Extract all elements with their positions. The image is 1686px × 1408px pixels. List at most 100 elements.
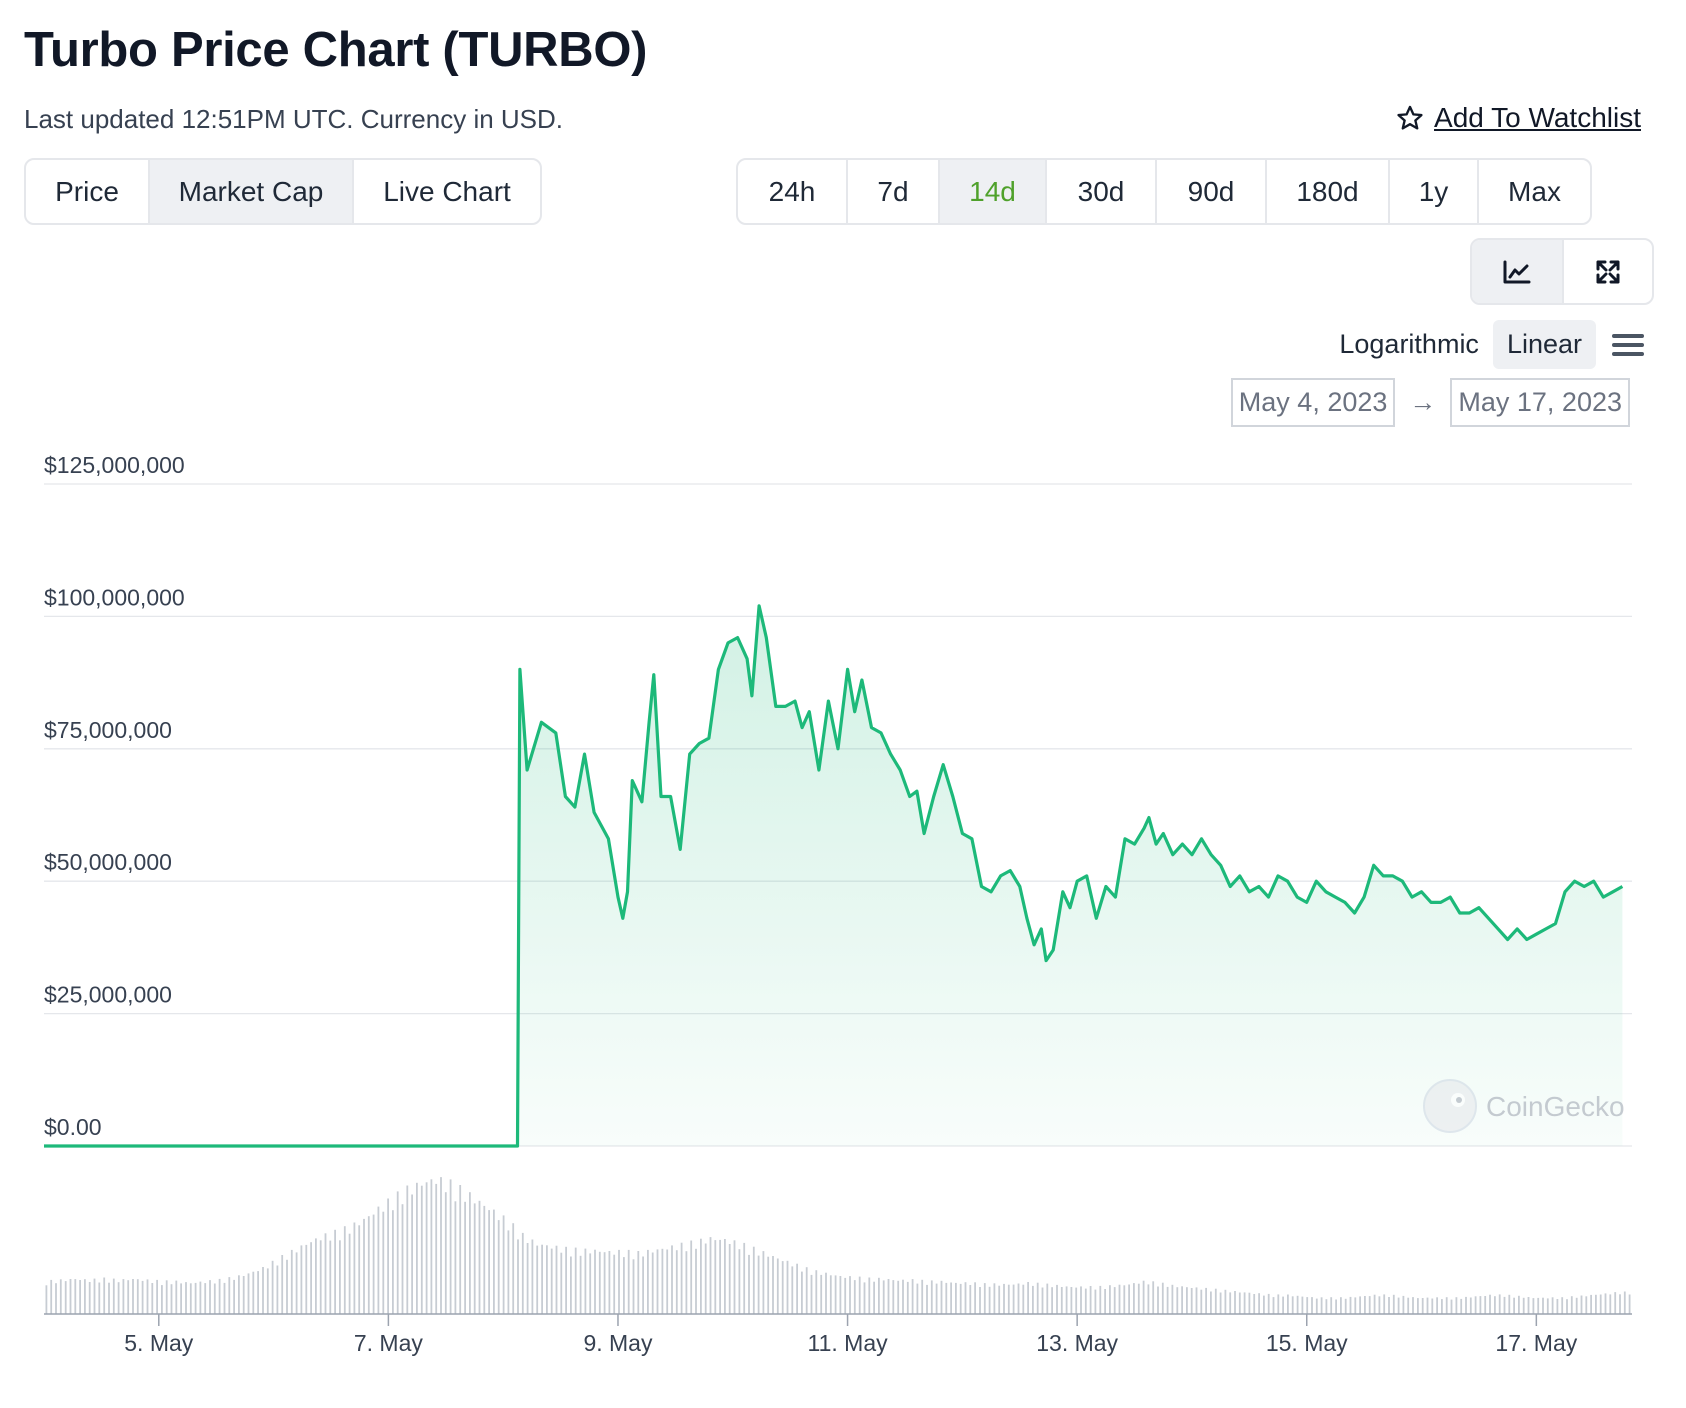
- volume-bar: [714, 1240, 717, 1314]
- volume-bar: [1041, 1287, 1044, 1314]
- add-to-watchlist-link[interactable]: Add To Watchlist: [1396, 102, 1641, 134]
- volume-bar: [627, 1249, 630, 1314]
- volume-bar: [1417, 1298, 1419, 1314]
- volume-bar: [839, 1276, 842, 1314]
- range-30d[interactable]: 30d: [1047, 160, 1157, 223]
- volume-bar: [1315, 1298, 1318, 1314]
- volume-bar: [165, 1280, 168, 1314]
- volume-bar: [1003, 1283, 1005, 1314]
- volume-bar: [993, 1283, 996, 1314]
- volume-bar: [464, 1201, 466, 1314]
- volume-bar: [204, 1283, 207, 1314]
- volume-bar: [988, 1286, 991, 1314]
- volume-bar: [146, 1279, 149, 1314]
- x-tick-label: 13. May: [1036, 1330, 1118, 1356]
- range-7d[interactable]: 7d: [848, 160, 940, 223]
- volume-bar: [1465, 1296, 1467, 1314]
- volume-bar: [377, 1206, 380, 1314]
- range-1y[interactable]: 1y: [1390, 160, 1479, 223]
- volume-bar: [1628, 1294, 1631, 1314]
- logarithmic-option[interactable]: Logarithmic: [1339, 329, 1479, 359]
- volume-bar: [266, 1268, 269, 1314]
- volume-bar: [1027, 1282, 1029, 1314]
- tab-live-chart[interactable]: Live Chart: [383, 175, 511, 207]
- volume-bar: [1614, 1292, 1617, 1314]
- volume-bar: [786, 1260, 789, 1314]
- volume-bar: [1489, 1294, 1491, 1314]
- volume-bar: [127, 1280, 130, 1314]
- volume-bar: [1075, 1287, 1078, 1314]
- volume-bar: [367, 1216, 370, 1314]
- x-tick-label: 17. May: [1495, 1330, 1577, 1356]
- chart-view-tabs: Price Market Cap Live Chart: [24, 158, 542, 225]
- volume-bar: [675, 1250, 678, 1314]
- volume-bar: [546, 1245, 548, 1314]
- volume-bar: [1094, 1289, 1097, 1314]
- volume-bar: [1282, 1296, 1284, 1314]
- volume-bar: [223, 1282, 226, 1314]
- volume-bar: [1445, 1297, 1448, 1314]
- tab-price[interactable]: Price: [26, 160, 150, 223]
- range-90d[interactable]: 90d: [1157, 160, 1267, 223]
- date-from-input[interactable]: May 4, 2023: [1230, 378, 1396, 427]
- volume-bar: [570, 1256, 572, 1314]
- volume-bar: [1436, 1297, 1438, 1314]
- volume-bar: [853, 1280, 856, 1314]
- volume-bar: [930, 1280, 933, 1314]
- volume-bar: [1012, 1284, 1015, 1314]
- volume-bar: [305, 1244, 308, 1314]
- volume-bar: [1527, 1297, 1530, 1314]
- volume-bar: [1287, 1294, 1289, 1314]
- volume-bar: [651, 1252, 654, 1314]
- date-to-input[interactable]: May 17, 2023: [1450, 378, 1630, 427]
- volume-bar: [1431, 1298, 1434, 1314]
- hamburger-menu-icon[interactable]: [1610, 330, 1646, 360]
- volume-bar: [613, 1254, 616, 1314]
- volume-bar: [1397, 1297, 1400, 1314]
- range-180d[interactable]: 180d: [1267, 160, 1390, 223]
- volume-bar: [1080, 1286, 1082, 1314]
- volume-bar: [112, 1278, 115, 1314]
- volume-bar: [565, 1246, 567, 1314]
- volume-bar: [1056, 1284, 1058, 1314]
- volume-bar: [805, 1267, 808, 1314]
- volume-bar: [324, 1233, 327, 1314]
- volume-bar: [1224, 1289, 1227, 1314]
- volume-bar: [209, 1280, 211, 1314]
- y-tick-label: $50,000,000: [44, 849, 172, 875]
- volume-bar: [1522, 1297, 1525, 1314]
- volume-bar: [1498, 1294, 1501, 1314]
- volume-bar: [858, 1276, 861, 1314]
- volume-bar: [1296, 1295, 1299, 1314]
- volume-bar: [1166, 1286, 1169, 1314]
- linear-option[interactable]: Linear: [1492, 320, 1596, 369]
- range-max[interactable]: Max: [1508, 175, 1561, 207]
- range-24h[interactable]: 24h: [738, 160, 848, 223]
- volume-bar: [1291, 1296, 1294, 1314]
- fullscreen-button[interactable]: [1564, 240, 1652, 303]
- volume-bar: [762, 1251, 765, 1314]
- volume-bar: [589, 1253, 592, 1314]
- volume-bar: [887, 1279, 890, 1314]
- date-range-arrow: →: [1409, 387, 1437, 417]
- volume-bar: [1373, 1294, 1376, 1314]
- volume-bar: [955, 1282, 957, 1314]
- volume-bar: [733, 1240, 736, 1314]
- range-14d[interactable]: 14d: [940, 160, 1047, 223]
- volume-bar: [315, 1238, 317, 1314]
- volume-bar: [656, 1249, 659, 1314]
- volume-bar: [623, 1257, 625, 1314]
- volume-bar: [1113, 1287, 1116, 1314]
- volume-bar: [122, 1279, 125, 1314]
- volume-bar: [1190, 1288, 1193, 1314]
- x-axis-ticks: 5. May 7. May 9. May 11. May 13. May 15. May 1…: [124, 1314, 1578, 1356]
- volume-bar: [776, 1258, 779, 1314]
- tab-market-cap[interactable]: Market Cap: [150, 160, 354, 223]
- volume-bar: [1099, 1285, 1102, 1314]
- volume-bar: [791, 1266, 794, 1314]
- volume-bar: [1272, 1297, 1275, 1314]
- volume-bar: [478, 1200, 481, 1314]
- volume-bar: [1253, 1294, 1256, 1314]
- volume-bar: [767, 1256, 770, 1314]
- line-chart-button[interactable]: [1472, 240, 1564, 303]
